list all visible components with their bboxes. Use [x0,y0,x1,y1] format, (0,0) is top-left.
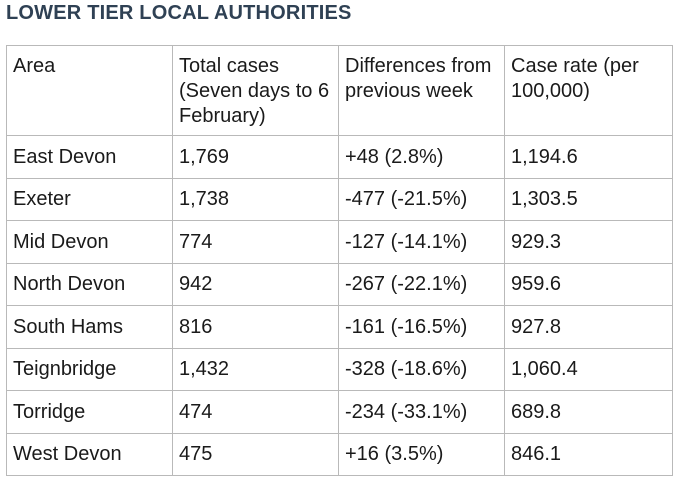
cell-area: Torridge [6,390,173,434]
cell-area: West Devon [6,432,173,476]
table-row: East Devon 1,769 +48 (2.8%) 1,194.6 [6,135,673,179]
authorities-table: Area Total cases (Seven days to 6 Februa… [6,45,673,476]
cell-difference: +48 (2.8%) [338,135,505,179]
table-row: Torridge 474 -234 (-33.1%) 689.8 [6,390,673,434]
table-row: Exeter 1,738 -477 (-21.5%) 1,303.5 [6,177,673,221]
table-row: West Devon 475 +16 (3.5%) 846.1 [6,432,673,476]
table-row: South Hams 816 -161 (-16.5%) 927.8 [6,305,673,349]
cell-difference: -127 (-14.1%) [338,220,505,264]
cell-difference: -234 (-33.1%) [338,390,505,434]
cell-total-cases: 1,769 [172,135,339,179]
cell-area: East Devon [6,135,173,179]
cell-total-cases: 1,432 [172,347,339,391]
cell-area: North Devon [6,262,173,306]
cell-case-rate: 1,194.6 [504,135,673,179]
cell-difference: -267 (-22.1%) [338,262,505,306]
cell-total-cases: 774 [172,220,339,264]
cell-case-rate: 689.8 [504,390,673,434]
cell-case-rate: 1,060.4 [504,347,673,391]
page-title: LOWER TIER LOCAL AUTHORITIES [6,2,352,24]
cell-total-cases: 475 [172,432,339,476]
cell-area: Teignbridge [6,347,173,391]
cell-case-rate: 846.1 [504,432,673,476]
table-header-row: Area Total cases (Seven days to 6 Februa… [6,45,673,136]
cell-case-rate: 1,303.5 [504,177,673,221]
cell-total-cases: 1,738 [172,177,339,221]
cell-area: South Hams [6,305,173,349]
cell-area: Exeter [6,177,173,221]
header-total-cases: Total cases (Seven days to 6 February) [172,45,339,136]
header-differences: Differences from previous week [338,45,505,136]
cell-total-cases: 942 [172,262,339,306]
cell-difference: -161 (-16.5%) [338,305,505,349]
header-case-rate: Case rate (per 100,000) [504,45,673,136]
cell-case-rate: 959.6 [504,262,673,306]
cell-difference: -477 (-21.5%) [338,177,505,221]
table-row: North Devon 942 -267 (-22.1%) 959.6 [6,262,673,306]
cell-total-cases: 474 [172,390,339,434]
cell-case-rate: 927.8 [504,305,673,349]
cell-total-cases: 816 [172,305,339,349]
cell-difference: -328 (-18.6%) [338,347,505,391]
header-area: Area [6,45,173,136]
cell-difference: +16 (3.5%) [338,432,505,476]
table-row: Mid Devon 774 -127 (-14.1%) 929.3 [6,220,673,264]
table-row: Teignbridge 1,432 -328 (-18.6%) 1,060.4 [6,347,673,391]
cell-case-rate: 929.3 [504,220,673,264]
cell-area: Mid Devon [6,220,173,264]
